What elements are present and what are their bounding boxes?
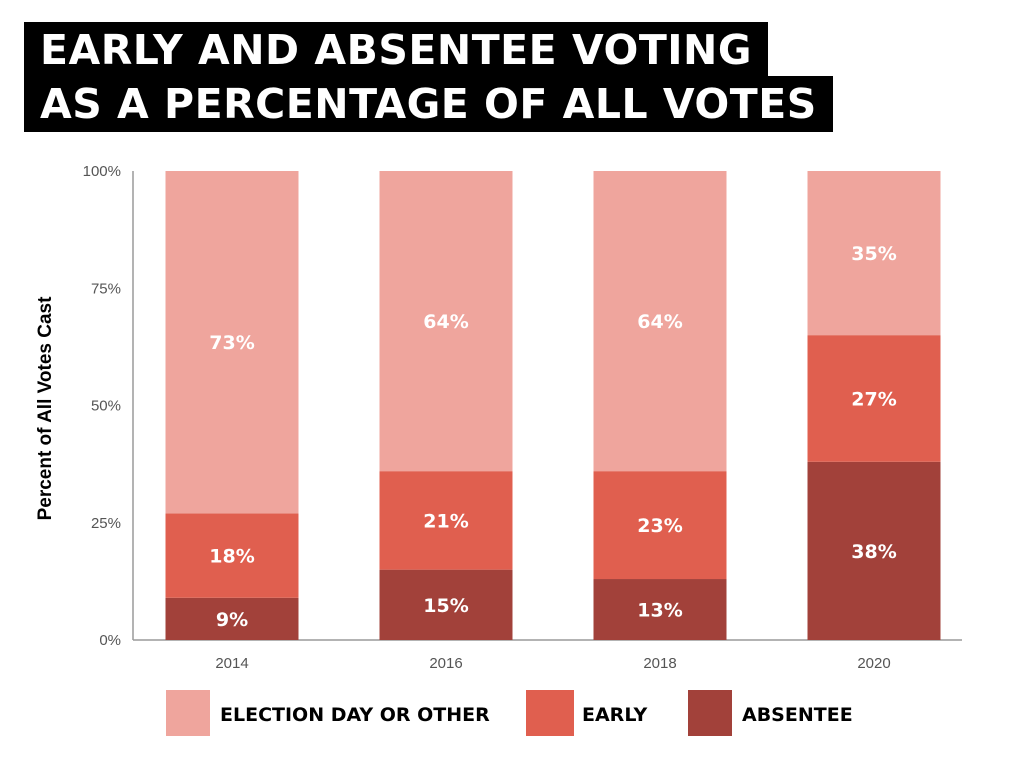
chart-title-line-1: EARLY AND ABSENTEE VOTING (24, 22, 769, 78)
x-tick-label: 2018 (643, 655, 676, 672)
legend-label: ELECTION DAY OR OTHER (220, 704, 490, 726)
legend-swatch-absentee (688, 690, 732, 736)
y-tick-label: 0% (99, 632, 121, 649)
bar-segment-absentee-2016 (379, 569, 513, 640)
y-tick-label: 75% (91, 280, 121, 297)
y-tick-label: 25% (91, 515, 121, 532)
data-label: 64% (423, 311, 468, 333)
bar-segment-election-day-or-other-2018 (593, 171, 727, 472)
legend-swatch-election-day-or-other (166, 690, 210, 736)
x-tick-label: 2020 (857, 655, 890, 672)
y-tick-label: 100% (83, 163, 121, 180)
legend-label: ABSENTEE (742, 704, 853, 726)
bar-segment-early-2014 (165, 513, 299, 598)
bar-segment-early-2018 (593, 471, 727, 580)
chart-title-line-2: AS A PERCENTAGE OF ALL VOTES (24, 76, 833, 132)
data-label: 35% (851, 243, 896, 265)
y-tick-label: 50% (91, 398, 121, 415)
bar-segment-absentee-2014 (165, 597, 299, 640)
bar-segment-absentee-2020 (807, 461, 941, 640)
x-tick-label: 2016 (429, 655, 462, 672)
x-tick-label: 2014 (215, 655, 248, 672)
data-label: 21% (423, 510, 468, 532)
bar-segment-early-2020 (807, 335, 941, 462)
data-label: 13% (637, 600, 682, 622)
legend-label: EARLY (582, 704, 647, 726)
bar-segment-absentee-2018 (593, 579, 727, 640)
data-label: 23% (637, 515, 682, 537)
bar-segment-election-day-or-other-2014 (165, 171, 299, 514)
axes: 0% 25% 50% 75% 100% Percent of All Votes Cast… (35, 163, 962, 672)
y-axis-label: Percent of All Votes Cast (35, 296, 56, 521)
data-label: 38% (851, 541, 896, 563)
data-label: 15% (423, 595, 468, 617)
data-label: 27% (851, 388, 896, 410)
bar-segment-election-day-or-other-2016 (379, 171, 513, 472)
bar-segment-early-2016 (379, 471, 513, 570)
bar-segment-election-day-or-other-2020 (807, 171, 941, 336)
legend-swatch-early (526, 690, 574, 736)
bars: 9% 18% 73% 15% 21% 64% 13% 23% 64% 38% 27% 35% (165, 171, 941, 640)
legend: ELECTION DAY OR OTHER EARLY ABSENTEE (166, 690, 853, 736)
data-label: 9% (216, 609, 248, 631)
data-label: 18% (209, 546, 254, 568)
data-label: 64% (637, 311, 682, 333)
data-label: 73% (209, 332, 254, 354)
